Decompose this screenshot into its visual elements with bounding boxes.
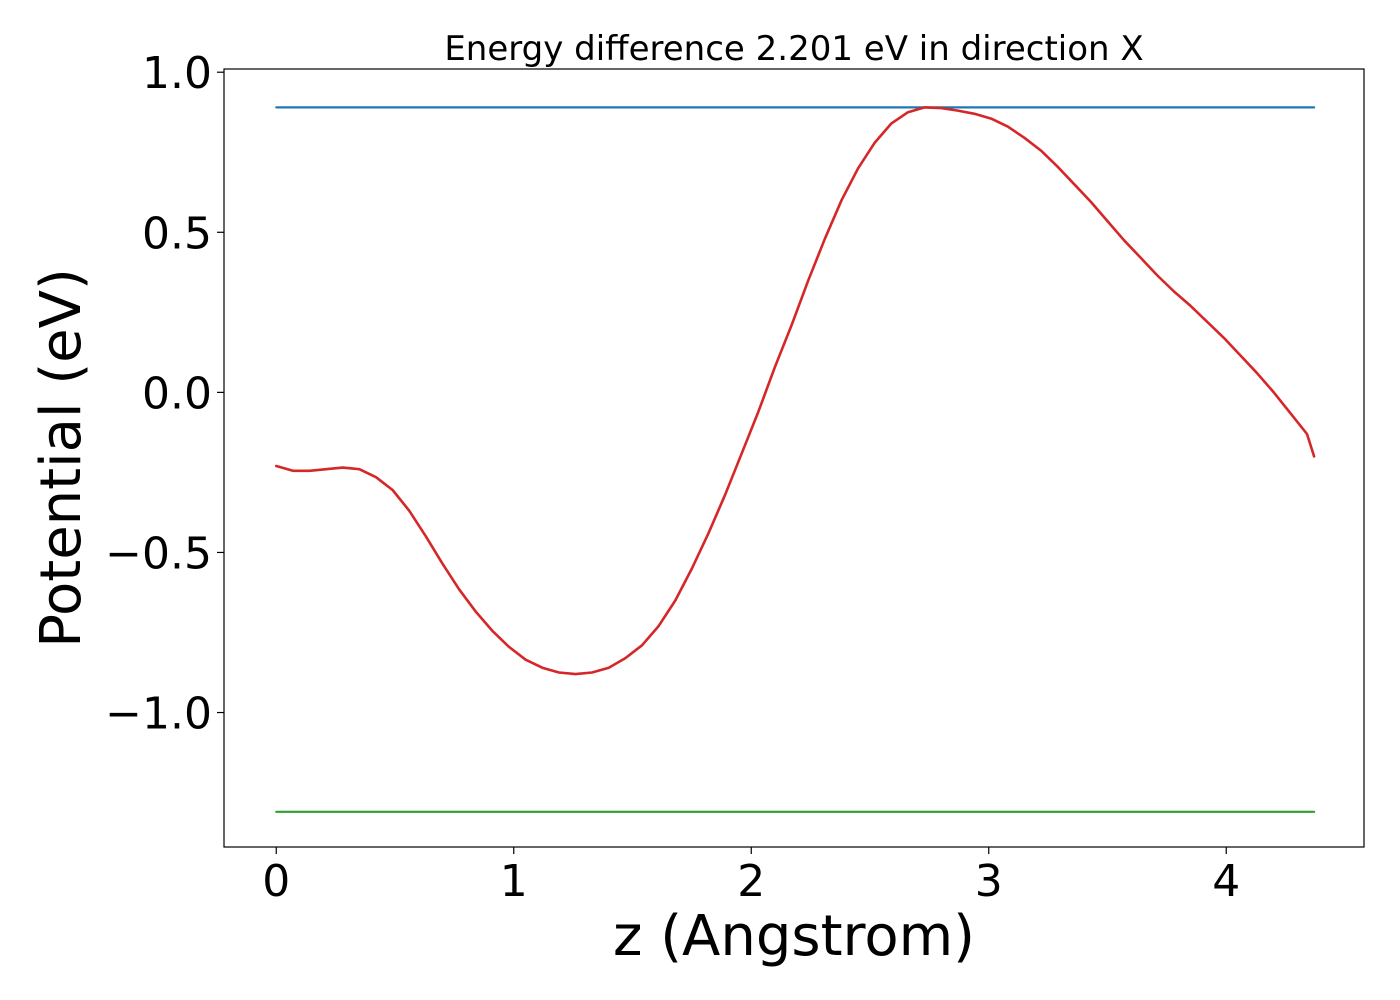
x-tick-label: 2 (737, 856, 765, 907)
plot-background (224, 69, 1364, 847)
x-tick-label: 0 (262, 856, 290, 907)
chart-title: Energy difference 2.201 eV in direction … (444, 29, 1143, 69)
y-tick-label: 1.0 (142, 48, 212, 99)
y-tick-label: −0.5 (105, 528, 212, 579)
plot-frame (223, 68, 1365, 848)
y-tick-label: 0.0 (142, 368, 212, 419)
y-axis-label: Potential (eV) (29, 268, 94, 648)
series-layer (274, 106, 1316, 813)
x-tick-label: 1 (500, 856, 528, 907)
x-tick-label: 4 (1212, 856, 1240, 907)
y-axis-ticks: −1.0 −0.5 0.0 0.5 1.0 (105, 48, 224, 740)
y-tick-label: −1.0 (105, 689, 212, 740)
x-axis-ticks: 0 1 2 3 4 (262, 847, 1240, 907)
series-line-2 (274, 106, 1316, 676)
y-tick-label: 0.5 (142, 208, 212, 259)
x-axis-label: z (Angstrom) (613, 904, 975, 969)
x-tick-label: 3 (975, 856, 1003, 907)
